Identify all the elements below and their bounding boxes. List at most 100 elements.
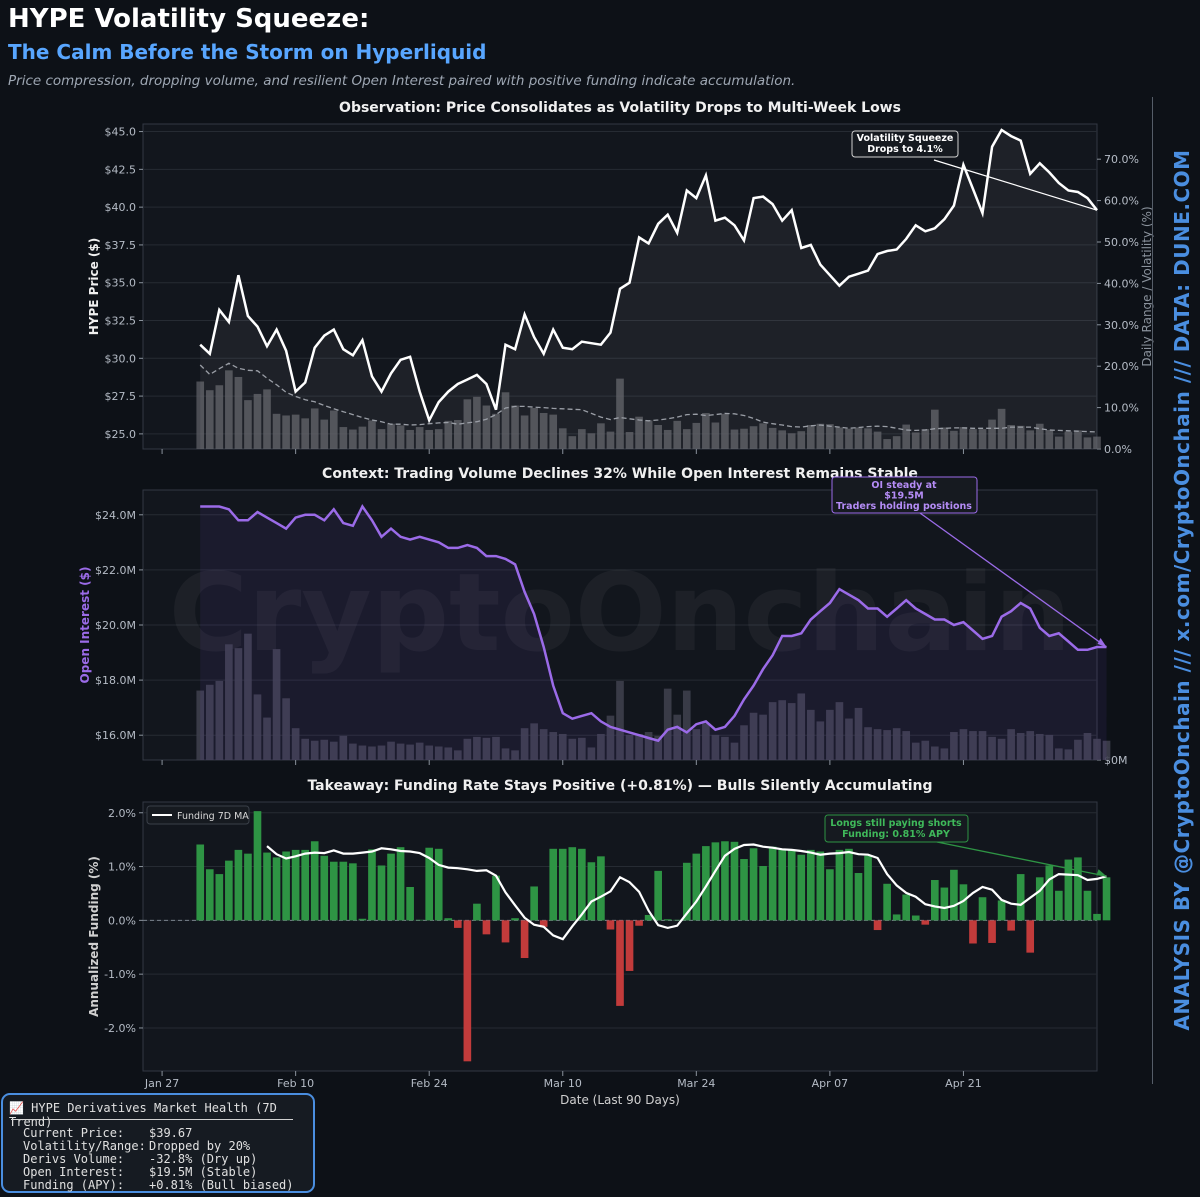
health-row: Derivs Volume: -32.8% (Dry up) xyxy=(23,1152,257,1166)
funding-bar xyxy=(205,869,214,921)
health-label: Open Interest: xyxy=(23,1165,125,1179)
volume-bar xyxy=(759,714,767,760)
volume-bar xyxy=(931,746,939,760)
funding-bar xyxy=(234,849,243,921)
range-bar xyxy=(272,413,281,449)
funding-bar xyxy=(310,841,319,921)
funding-bar xyxy=(329,861,338,921)
funding-bar xyxy=(1064,859,1073,921)
funding-bar xyxy=(616,920,624,1006)
range-bar xyxy=(1055,436,1063,449)
range-bar xyxy=(597,423,605,449)
funding-bar xyxy=(606,920,615,930)
health-divider xyxy=(11,1119,293,1120)
funding-bar xyxy=(539,920,548,927)
price-area xyxy=(200,130,1097,449)
range-bar xyxy=(320,419,329,449)
range-bar xyxy=(682,429,691,449)
volume-bar xyxy=(940,748,949,760)
health-value: -32.8% (Dry up) xyxy=(149,1152,258,1166)
funding-bar xyxy=(950,869,958,921)
x-tick-label: Mar 10 xyxy=(544,1077,582,1090)
volume-bar xyxy=(1064,749,1073,760)
oi-annotation: OI steady at $19.5M Traders holding positi… xyxy=(836,480,972,512)
funding-bar xyxy=(244,853,252,921)
health-row: Open Interest: $19.5M (Stable) xyxy=(23,1165,257,1179)
volume-bar xyxy=(644,732,653,760)
range-bar xyxy=(997,408,1006,449)
page-description: Price compression, dropping volume, and … xyxy=(8,73,796,89)
funding-bar xyxy=(272,857,281,921)
volume-bar xyxy=(711,734,720,760)
funding-bar xyxy=(396,847,405,921)
volume-bar xyxy=(387,741,395,760)
funding-bar xyxy=(711,842,720,921)
range-bar xyxy=(768,427,777,449)
range-bar xyxy=(587,433,596,449)
volume-bar xyxy=(826,709,834,760)
funding-bar xyxy=(864,855,872,921)
volume-bar xyxy=(997,738,1006,760)
range-bar xyxy=(845,428,853,449)
funding-bar xyxy=(1093,913,1101,921)
range-bar xyxy=(1083,437,1092,449)
funding-bar xyxy=(625,920,634,971)
volume-bar xyxy=(692,729,701,760)
volume-bar xyxy=(301,738,309,760)
health-row: Current Price: $39.67 xyxy=(23,1126,192,1140)
range-bar xyxy=(244,400,252,449)
volume-bar xyxy=(787,703,796,760)
range-bar xyxy=(282,415,290,449)
price-y-tick-label: $40.0 xyxy=(105,201,137,214)
funding-bar xyxy=(215,874,224,921)
range-bar xyxy=(377,429,386,449)
range-bar xyxy=(854,427,863,449)
volume-bar xyxy=(606,715,615,760)
funding-bar xyxy=(1074,857,1082,921)
range-bar xyxy=(959,427,968,449)
funding-bar xyxy=(587,862,596,921)
range-bar xyxy=(940,427,949,449)
volume-bar xyxy=(682,690,691,760)
funding-bar xyxy=(1083,890,1092,921)
volatility-y-tick-label: 10.0% xyxy=(1104,402,1139,415)
range-bar xyxy=(778,430,786,449)
funding-bar xyxy=(511,918,519,921)
funding-bar xyxy=(997,900,1006,921)
range-bar xyxy=(530,408,538,449)
funding-bar xyxy=(578,848,586,921)
funding-bar xyxy=(482,920,491,935)
price-y-tick-label: $27.5 xyxy=(105,390,137,403)
x-tick-label: Apr 07 xyxy=(812,1077,849,1090)
volume-bar xyxy=(234,648,243,760)
volume-bar xyxy=(291,728,300,760)
funding-bar xyxy=(1026,920,1035,953)
funding-bar xyxy=(263,852,271,921)
price-y-tick-label: $35.0 xyxy=(105,277,137,290)
oi-area xyxy=(200,506,1107,760)
volume-bar xyxy=(730,742,739,760)
volume-bar xyxy=(778,700,786,760)
volume-bar xyxy=(950,732,958,760)
volume-bar xyxy=(396,743,405,760)
x-tick-label: Jan 27 xyxy=(144,1077,179,1090)
range-bar xyxy=(711,422,720,449)
range-bar xyxy=(291,414,300,449)
volume-bar xyxy=(434,746,443,760)
range-bar xyxy=(1035,423,1044,449)
funding-bar xyxy=(759,866,767,921)
volume-bar xyxy=(196,690,205,760)
funding-bar xyxy=(873,920,882,931)
range-bar xyxy=(797,431,806,449)
funding-bar xyxy=(463,920,472,1062)
funding-y-tick-label: -2.0% xyxy=(104,1022,136,1035)
range-bar xyxy=(702,412,710,449)
volume-bar xyxy=(225,644,233,760)
range-bar xyxy=(301,418,309,449)
health-row: Volatility/Range: Dropped by 20% xyxy=(23,1139,250,1153)
funding-bar xyxy=(568,847,577,921)
volatility-y-label: Daily Range / Volatility (%) xyxy=(1140,206,1154,366)
range-bar xyxy=(1045,429,1054,449)
range-bar xyxy=(568,436,577,449)
range-bar xyxy=(644,420,653,449)
